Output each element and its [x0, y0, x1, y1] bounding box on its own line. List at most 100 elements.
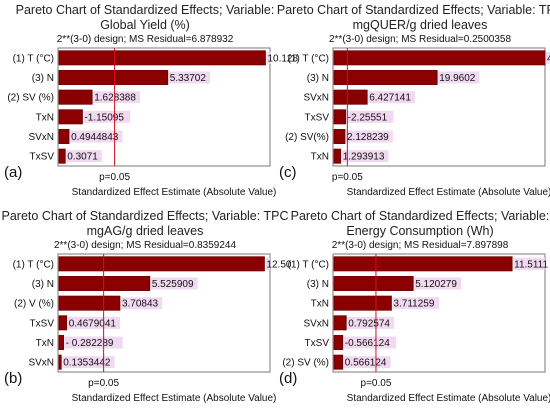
- value-label: 0.4679041: [69, 318, 117, 329]
- value-label-box: [93, 91, 140, 104]
- value-label-box: [545, 51, 550, 64]
- category-label: SVxN: [303, 318, 329, 329]
- effect-bar: [333, 50, 546, 66]
- chart-subtitle: 2**(3-0) design; MS Residual=0.8359244: [54, 240, 236, 251]
- pareto-chart-svg: Pareto Chart of Standardized Effects; Va…: [4, 3, 298, 198]
- value-label: 12.50: [266, 259, 291, 270]
- category-label: TxSV: [30, 318, 55, 329]
- p-value-label: p=0.05: [99, 172, 130, 183]
- value-label: 5.525909: [152, 279, 194, 290]
- effect-bar: [333, 315, 347, 331]
- value-label-box: [414, 277, 462, 290]
- effect-bar: [333, 276, 414, 291]
- value-label: 5.33702: [170, 73, 207, 84]
- category-label: (2) V (%): [14, 299, 54, 310]
- value-label: 0.566124: [345, 358, 387, 369]
- effect-bar: [333, 148, 342, 164]
- effect-bar: [333, 295, 392, 311]
- value-label-box: [64, 336, 123, 349]
- value-label: 0.3071: [67, 152, 98, 163]
- value-label: 0.1353442: [63, 358, 111, 369]
- plot-frame: [57, 253, 271, 373]
- effect-bar: [333, 354, 344, 370]
- value-label-box: [70, 130, 123, 143]
- value-label: 0.792574: [348, 318, 390, 329]
- category-label: SVxN: [28, 358, 54, 369]
- chart-title-line: Pareto Chart of Standardized Effects; Va…: [16, 3, 275, 17]
- panel-label: (b): [4, 370, 22, 387]
- effect-bar: [58, 335, 65, 350]
- effect-bar: [333, 70, 438, 85]
- value-label-box: [83, 110, 131, 123]
- value-label-box: [346, 110, 394, 123]
- value-label: 40.8: [547, 53, 550, 64]
- category-label: TxN: [36, 338, 54, 349]
- category-label: SVxN: [28, 132, 54, 143]
- category-label: (2) SV (%): [7, 93, 54, 104]
- pareto-panel: Pareto Chart of Standardized Effects; Va…: [275, 206, 550, 412]
- x-axis-label: Standardized Effect Estimate (Absolute V…: [347, 393, 550, 404]
- effect-bar: [58, 354, 62, 370]
- value-label: -0.566124: [345, 338, 390, 349]
- value-label: -1.15095: [84, 112, 124, 123]
- category-label: (1) T (°C): [13, 259, 54, 270]
- value-label-box: [265, 257, 270, 270]
- value-label-box: [150, 277, 198, 290]
- effect-bar: [58, 109, 83, 125]
- value-label: 5.120279: [415, 279, 457, 290]
- value-label: 19.9602: [439, 73, 476, 84]
- chart-title-line: Pareto Chart of Standardized Effects; Va…: [291, 209, 550, 223]
- panel-label: (d): [279, 370, 297, 387]
- category-label: TxN: [36, 112, 54, 123]
- category-label: SVxN: [303, 93, 329, 104]
- effect-bar: [58, 256, 265, 272]
- pareto-chart-svg: Pareto Chart of Standardized Effects; Va…: [277, 3, 550, 198]
- pareto-panel: Pareto Chart of Standardized Effects; Va…: [275, 0, 550, 206]
- value-label: 11.5111: [514, 259, 548, 270]
- plot-frame: [332, 47, 546, 167]
- chart-subtitle: 2**(3-0) design; MS Residual=0.2500358: [329, 34, 511, 45]
- value-label: 1.628388: [94, 93, 136, 104]
- chart-title-line: Pareto Chart of Standardized Effects; Va…: [277, 3, 550, 17]
- effect-bar: [333, 89, 368, 105]
- category-label: TxN: [311, 299, 329, 310]
- p-value-label: p=0.05: [361, 378, 392, 389]
- effect-bar: [58, 50, 266, 66]
- effect-bar: [333, 256, 513, 272]
- category-label: (3) N: [307, 279, 329, 290]
- chart-subtitle: 2**(3-0) design; MS Residual=7.897898: [332, 240, 509, 251]
- p-value-label: p=0.05: [332, 172, 363, 183]
- category-label: (2) SV(%): [285, 132, 329, 143]
- chart-title-line: Pareto Chart of Standardized Effects; Va…: [2, 209, 289, 223]
- value-label-box: [66, 150, 102, 163]
- chart-title-line: Energy Consumption (Wh): [346, 224, 493, 238]
- chart-subtitle: 2**(3-0) design; MS Residual=6.878932: [57, 34, 234, 45]
- category-label: (1) T (°C): [288, 53, 329, 64]
- value-label-box: [62, 356, 115, 369]
- effect-bar: [333, 109, 347, 125]
- chart-title-line: Global Yield (%): [100, 18, 190, 32]
- value-label-box: [120, 297, 163, 310]
- value-label-box: [346, 130, 393, 143]
- x-axis-label: Standardized Effect Estimate (Absolute V…: [72, 187, 277, 198]
- plot-frame: [57, 47, 271, 167]
- value-label-box: [347, 316, 395, 329]
- effect-bar: [58, 295, 121, 311]
- chart-title-line: mgQUER/g dried leaves: [353, 18, 488, 32]
- category-label: TxSV: [305, 338, 330, 349]
- value-label: 3.70843: [122, 299, 159, 310]
- value-label: -2.25551: [348, 112, 388, 123]
- pareto-panel: Pareto Chart of Standardized Effects; Va…: [0, 206, 292, 412]
- category-label: (3) N: [32, 279, 54, 290]
- chart-title-line: mgAG/g dried leaves: [87, 224, 204, 238]
- pareto-chart-svg: Pareto Chart of Standardized Effects; Va…: [279, 209, 550, 404]
- category-label: TxSV: [305, 112, 330, 123]
- value-label: 0.4944843: [71, 132, 119, 143]
- value-label-box: [266, 51, 271, 64]
- value-label: 6.427141: [369, 93, 411, 104]
- panel-label: (c): [279, 164, 297, 181]
- value-label-box: [341, 150, 389, 163]
- value-label-box: [67, 316, 121, 329]
- value-label-box: [513, 257, 545, 270]
